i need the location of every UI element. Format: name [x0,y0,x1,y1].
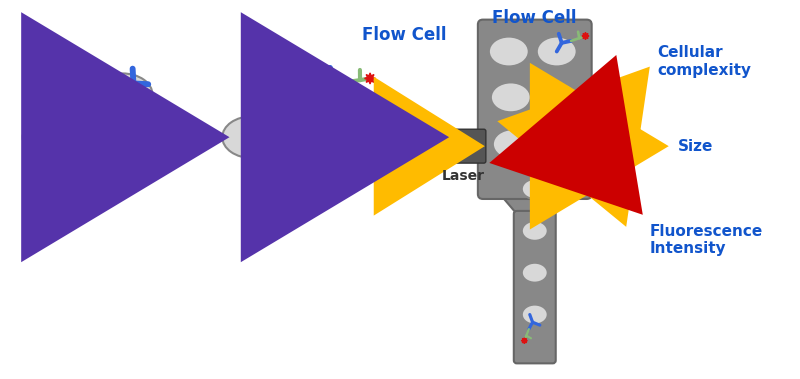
FancyBboxPatch shape [440,129,486,163]
FancyBboxPatch shape [514,211,556,363]
FancyBboxPatch shape [478,20,592,199]
Ellipse shape [222,116,282,158]
Polygon shape [365,73,375,84]
PathPatch shape [483,25,586,360]
Polygon shape [242,212,253,223]
Text: Laser: Laser [442,169,484,183]
Ellipse shape [292,74,352,115]
Ellipse shape [48,156,107,198]
Ellipse shape [522,305,548,324]
Ellipse shape [42,74,102,115]
Polygon shape [582,33,589,39]
Text: Fluorescence
Intensity: Fluorescence Intensity [650,224,763,256]
Polygon shape [522,338,527,344]
Ellipse shape [73,116,133,158]
Ellipse shape [522,263,548,283]
Text: Cellular
complexity: Cellular complexity [658,45,751,78]
Ellipse shape [247,156,307,198]
Ellipse shape [242,74,302,115]
Text: Size: Size [678,139,713,153]
Ellipse shape [22,116,82,158]
Ellipse shape [537,36,577,66]
Ellipse shape [272,116,332,158]
Ellipse shape [491,82,530,112]
Ellipse shape [493,129,533,159]
Ellipse shape [489,36,529,66]
Ellipse shape [537,82,577,112]
Text: Flow Cell: Flow Cell [362,25,446,44]
Text: Flow Cell: Flow Cell [492,9,576,27]
Ellipse shape [522,221,548,241]
Ellipse shape [93,74,153,115]
Polygon shape [552,121,559,127]
Ellipse shape [534,129,574,159]
Ellipse shape [522,179,548,199]
